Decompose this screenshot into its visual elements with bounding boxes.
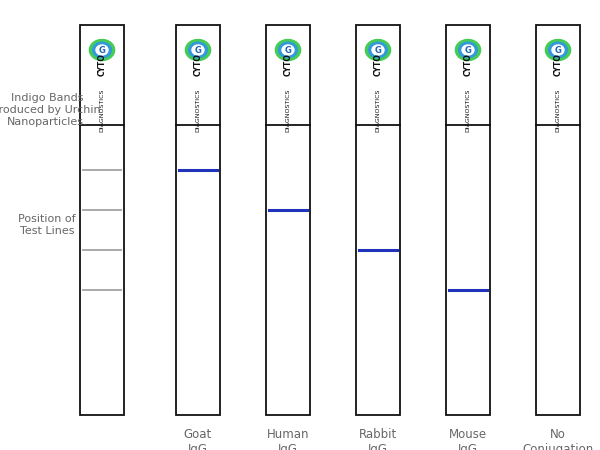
Text: DIAGNOSTICS: DIAGNOSTICS	[196, 88, 200, 132]
Text: Human
IgG: Human IgG	[267, 428, 309, 450]
Text: G: G	[374, 46, 382, 55]
Text: CYTO: CYTO	[284, 54, 293, 76]
Circle shape	[185, 40, 211, 60]
Text: CYTO: CYTO	[464, 54, 473, 76]
Text: CYTO: CYTO	[554, 54, 563, 76]
Text: G: G	[194, 46, 202, 55]
Text: DIAGNOSTICS: DIAGNOSTICS	[466, 88, 470, 132]
Text: CYTO: CYTO	[373, 54, 383, 76]
Text: Indigo Bands
Produced by Urchin
Nanoparticles.: Indigo Bands Produced by Urchin Nanopart…	[0, 94, 101, 126]
Text: G: G	[98, 46, 106, 55]
Circle shape	[192, 45, 204, 55]
Bar	[266, 25, 310, 415]
Circle shape	[92, 42, 112, 58]
Bar	[176, 25, 220, 415]
Circle shape	[275, 40, 301, 60]
Circle shape	[455, 40, 481, 60]
Circle shape	[459, 42, 478, 58]
Text: DIAGNOSTICS: DIAGNOSTICS	[376, 88, 380, 132]
Bar	[446, 25, 490, 415]
Text: G: G	[554, 46, 562, 55]
Circle shape	[188, 42, 208, 58]
Circle shape	[89, 40, 115, 60]
Circle shape	[368, 42, 388, 58]
Circle shape	[372, 45, 384, 55]
Circle shape	[462, 45, 474, 55]
Text: DIAGNOSTICS: DIAGNOSTICS	[100, 88, 104, 132]
Circle shape	[365, 40, 391, 60]
Circle shape	[549, 42, 568, 58]
Text: Position of
Test Lines: Position of Test Lines	[18, 214, 76, 236]
Bar	[536, 25, 580, 415]
Text: Mouse
IgG: Mouse IgG	[449, 428, 487, 450]
Bar	[80, 25, 124, 415]
Circle shape	[552, 45, 564, 55]
Text: CYTO: CYTO	[193, 54, 203, 76]
Circle shape	[282, 45, 294, 55]
Bar	[356, 25, 400, 415]
Text: DIAGNOSTICS: DIAGNOSTICS	[286, 88, 290, 132]
Circle shape	[545, 40, 571, 60]
Text: Rabbit
IgG: Rabbit IgG	[359, 428, 397, 450]
Circle shape	[96, 45, 108, 55]
Circle shape	[278, 42, 298, 58]
Text: CYTO: CYTO	[97, 54, 107, 76]
Text: Goat
IgG: Goat IgG	[184, 428, 212, 450]
Text: DIAGNOSTICS: DIAGNOSTICS	[556, 88, 560, 132]
Text: No
Conjugation: No Conjugation	[523, 428, 593, 450]
Text: G: G	[464, 46, 472, 55]
Text: G: G	[284, 46, 292, 55]
